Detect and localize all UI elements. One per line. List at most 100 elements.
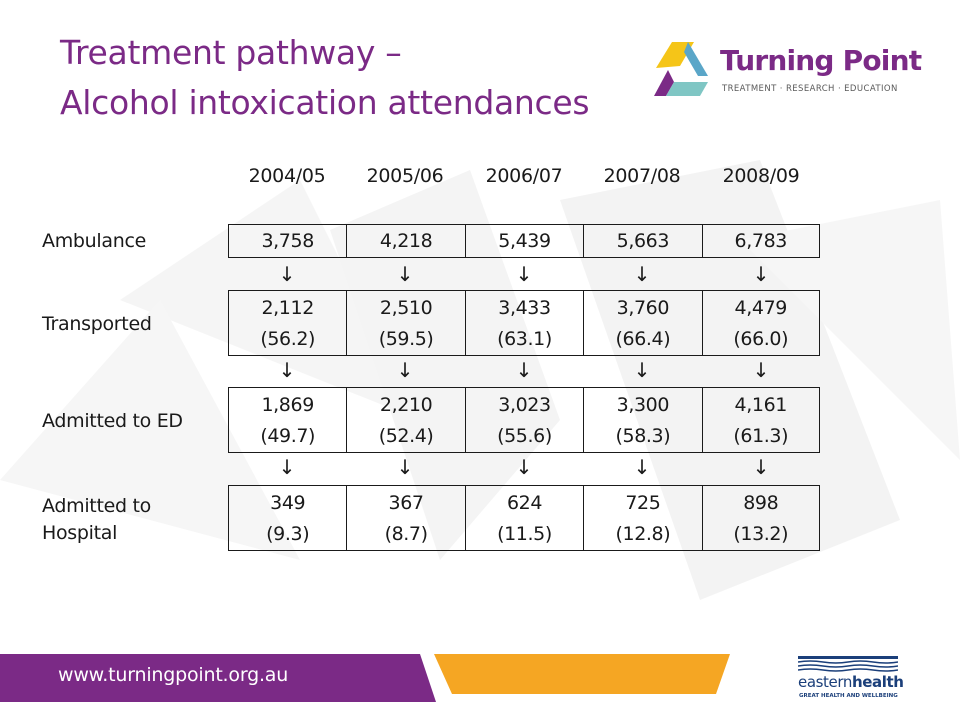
table-cell: 349 (9.3): [228, 485, 347, 551]
table-cell: 624 (11.5): [464, 485, 584, 551]
wave-lines-icon: [798, 656, 898, 672]
cell-percent: (9.3): [266, 523, 310, 545]
table-cell: 1,869 (49.7): [228, 387, 347, 453]
cell-value: 6,783: [734, 229, 788, 252]
down-arrow-icon: ↓: [633, 455, 651, 479]
cell-percent: (8.7): [384, 523, 428, 545]
cell-value: 349: [270, 492, 306, 514]
cell-value: 367: [388, 492, 424, 514]
page-title: Treatment pathway – Alcohol intoxication…: [60, 28, 590, 128]
cell-value: 2,112: [261, 297, 314, 319]
cell-value: 4,218: [379, 229, 433, 252]
partner-name-regular: eastern: [798, 673, 852, 691]
down-arrow-icon: ↓: [278, 455, 296, 479]
row-label-line-2: Hospital: [42, 522, 118, 544]
down-arrow-icon: ↓: [396, 455, 414, 479]
down-arrow-icon: ↓: [633, 262, 651, 286]
down-arrow-icon: ↓: [515, 455, 533, 479]
cell-percent: (61.3): [733, 425, 789, 447]
table-cell: 4,161 (61.3): [701, 387, 820, 453]
footer-url-link[interactable]: www.turningpoint.org.au: [58, 664, 289, 686]
table-cell: 2,510 (59.5): [346, 290, 465, 356]
cell-value: 624: [506, 492, 543, 514]
cell-value: 5,439: [498, 229, 551, 252]
table-cell: 3,433 (63.1): [464, 290, 584, 356]
row-label-admitted-hospital: Admitted to Hospital: [42, 493, 222, 547]
title-line-2: Alcohol intoxication attendances: [60, 83, 590, 122]
cell-percent: (13.2): [733, 523, 789, 545]
table-cell: 2,112 (56.2): [228, 290, 347, 356]
down-arrow-icon: ↓: [752, 455, 770, 479]
table-cell: 3,758: [228, 224, 347, 258]
cell-percent: (55.6): [497, 425, 552, 447]
cell-percent: (59.5): [378, 328, 434, 350]
triangle-logo-icon: [654, 42, 708, 96]
row-label-transported: Transported: [42, 313, 152, 335]
logo-name: Turning Point: [720, 44, 922, 77]
down-arrow-icon: ↓: [278, 262, 296, 286]
table-cell: 6,783: [701, 224, 820, 258]
down-arrow-icon: ↓: [515, 262, 533, 286]
cell-value: 898: [743, 492, 779, 514]
cell-percent: (66.4): [615, 328, 671, 350]
cell-value: 3,758: [261, 229, 314, 252]
cell-percent: (66.0): [733, 328, 789, 350]
row-label-admitted-ed: Admitted to ED: [42, 410, 183, 432]
year-header: 2007/08: [603, 165, 681, 187]
cell-value: 725: [625, 492, 661, 514]
cell-value: 1,869: [261, 394, 314, 416]
cell-value: 3,023: [498, 394, 551, 416]
cell-percent: (11.5): [497, 523, 552, 545]
footer-band: [0, 654, 730, 702]
year-header: 2005/06: [366, 165, 444, 187]
row-admitted-hospital: 349 (9.3) 367 (8.7) 624 (11.5) 725 (12.8) 89…: [228, 485, 820, 551]
partner-name-bold: health: [851, 673, 904, 691]
table-cell: 367 (8.7): [346, 485, 465, 551]
cell-percent: (12.8): [615, 523, 671, 545]
title-line-1: Treatment pathway –: [60, 33, 402, 72]
cell-percent: (56.2): [260, 328, 316, 350]
cell-percent: (52.4): [378, 425, 434, 447]
cell-value: 5,663: [616, 229, 670, 252]
table-cell: 725 (12.8): [583, 485, 702, 551]
table-cell: 5,663: [583, 224, 702, 258]
logo-tagline: TREATMENT · RESEARCH · EDUCATION: [722, 84, 898, 94]
table-cell: 898 (13.2): [701, 485, 820, 551]
year-header: 2004/05: [248, 165, 326, 187]
partner-name: easternhealth: [798, 673, 904, 691]
row-label-ambulance: Ambulance: [42, 230, 147, 252]
table-cell: 3,300 (58.3): [583, 387, 702, 453]
down-arrow-icon: ↓: [515, 358, 533, 382]
table-cell: 3,760 (66.4): [583, 290, 702, 356]
down-arrow-icon: ↓: [752, 358, 770, 382]
down-arrow-icon: ↓: [396, 262, 414, 286]
table-cell: 4,479 (66.0): [701, 290, 820, 356]
row-admitted-ed: 1,869 (49.7) 2,210 (52.4) 3,023 (55.6) 3,30…: [228, 387, 820, 453]
cell-value: 4,479: [734, 297, 788, 319]
cell-percent: (49.7): [260, 425, 316, 447]
table-cell: 3,023 (55.6): [464, 387, 584, 453]
down-arrow-icon: ↓: [396, 358, 414, 382]
cell-value: 2,210: [379, 394, 433, 416]
cell-value: 3,433: [498, 297, 551, 319]
cell-value: 3,300: [616, 394, 670, 416]
cell-percent: (63.1): [497, 328, 552, 350]
year-header: 2008/09: [722, 165, 800, 187]
table-cell: 2,210 (52.4): [346, 387, 465, 453]
down-arrow-icon: ↓: [752, 262, 770, 286]
turning-point-logo: Turning Point TREATMENT · RESEARCH · EDU…: [648, 38, 922, 100]
down-arrow-icon: ↓: [633, 358, 651, 382]
row-transported: 2,112 (56.2) 2,510 (59.5) 3,433 (63.1) 3,76…: [228, 290, 820, 356]
cell-value: 3,760: [616, 297, 670, 319]
row-ambulance: 3,758 4,218 5,439 5,663 6,783: [228, 224, 820, 258]
cell-value: 4,161: [734, 394, 788, 416]
cell-percent: (58.3): [615, 425, 671, 447]
row-label-line-1: Admitted to: [42, 495, 151, 517]
partner-tagline: GREAT HEALTH AND WELLBEING: [799, 693, 898, 699]
year-header: 2006/07: [485, 165, 563, 187]
cell-value: 2,510: [379, 297, 433, 319]
table-cell: 4,218: [346, 224, 465, 258]
down-arrow-icon: ↓: [278, 358, 296, 382]
eastern-health-logo: easternhealth GREAT HEALTH AND WELLBEING: [798, 655, 908, 705]
